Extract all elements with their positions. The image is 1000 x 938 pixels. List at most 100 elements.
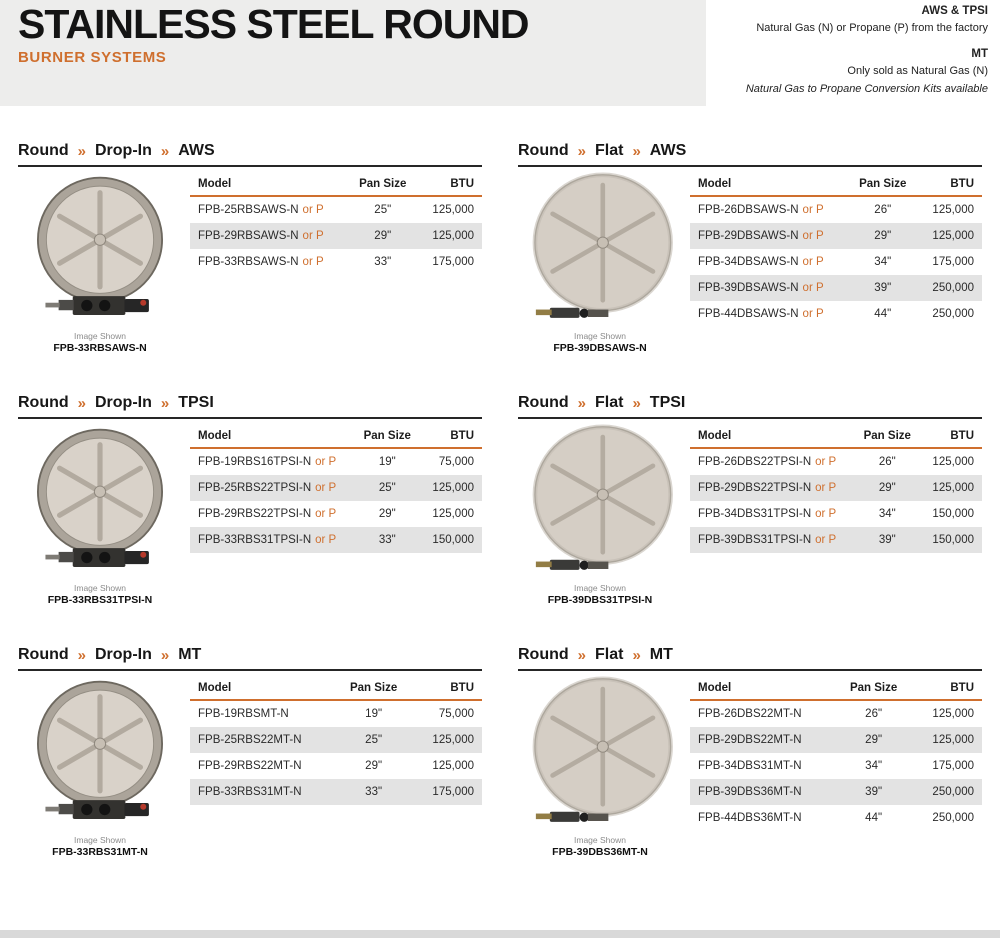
or-p-suffix: or P [802, 256, 824, 268]
section-body: Image Shown FPB-33RBS31TPSI-N Model Pan … [18, 424, 482, 606]
spec-row: FPB-39DBSAWS-N or P 39" 250,000 [690, 275, 982, 301]
spec-row: FPB-19RBSMT-N 19" 75,000 [190, 700, 482, 727]
breadcrumb-chevron-icon: » [160, 646, 170, 664]
or-p-suffix: or P [815, 482, 837, 494]
btu-cell: 250,000 [932, 308, 974, 320]
btu-cell: 150,000 [432, 534, 474, 546]
spec-row: FPB-29DBS22MT-N 29" 125,000 [690, 727, 982, 753]
spec-row: FPB-29RBS22TPSI-N or P 29" 125,000 [190, 501, 482, 527]
btu-cell: 125,000 [432, 204, 474, 216]
btu-cell: 125,000 [432, 734, 474, 746]
spec-table-wrap: Model Pan Size BTU FPB-25RBSAWS-N or P 25"… [190, 172, 482, 275]
column-header-btu: BTU [420, 424, 482, 449]
spec-table: Model Pan Size BTU FPB-26DBS22MT-N 26" 125… [690, 676, 982, 831]
sections-grid: Round » Drop-In » AWS Image Shown FPB-33RBSA… [0, 142, 1000, 858]
breadcrumb-chevron-icon: » [577, 646, 586, 664]
spec-table-wrap: Model Pan Size BTU FPB-26DBS22MT-N 26" 125… [690, 676, 982, 831]
pan-size-cell: 29" [878, 482, 896, 494]
or-p-suffix: or P [815, 508, 837, 520]
model-number: FPB-29RBSAWS-N [198, 230, 299, 242]
column-header-model: Model [690, 172, 848, 197]
image-caption: Image Shown FPB-33RBSAWS-N [18, 331, 182, 354]
breadcrumb-item: TPSI [649, 394, 686, 411]
model-number: FPB-29RBS22TPSI-N [198, 508, 312, 520]
spec-row: FPB-29RBS22MT-N 29" 125,000 [190, 753, 482, 779]
spec-row: FPB-25RBS22TPSI-N or P 25" 125,000 [190, 475, 482, 501]
spec-row: FPB-26DBS22MT-N 26" 125,000 [690, 700, 982, 727]
page-title: STAINLESS STEEL ROUND [18, 1, 530, 47]
model-cell: FPB-25RBS22TPSI-N or P [190, 475, 354, 501]
model-number: FPB-33RBS31MT-N [198, 786, 302, 798]
model-cell: FPB-19RBSMT-N [190, 700, 335, 727]
or-p-suffix: or P [802, 282, 824, 294]
btu-cell: 125,000 [932, 230, 974, 242]
pan-size-cell: 33" [374, 256, 392, 268]
image-caption: Image Shown FPB-33RBS31MT-N [18, 835, 182, 858]
model-number: FPB-26DBS22TPSI-N [698, 456, 812, 468]
model-number: FPB-33RBSAWS-N [198, 256, 299, 268]
drop-in-burner-image [18, 676, 182, 834]
breadcrumb-item: Round [18, 142, 69, 159]
breadcrumb: Round » Drop-In » TPSI [18, 394, 482, 419]
column-header-model: Model [690, 676, 836, 701]
product-section: Round » Drop-In » MT Image Shown FPB-33RBS31… [18, 646, 482, 858]
model-cell: FPB-25RBSAWS-N or P [190, 196, 348, 223]
model-number: FPB-19RBSMT-N [198, 708, 289, 720]
model-cell: FPB-39DBS36MT-N [690, 779, 835, 805]
breadcrumb-item: Round [18, 394, 69, 411]
or-p-suffix: or P [315, 508, 337, 520]
model-number: FPB-29DBS22TPSI-N [698, 482, 812, 494]
model-number: FPB-39DBS36MT-N [698, 786, 802, 798]
pan-size-cell: 29" [374, 230, 392, 242]
model-number: FPB-26DBS22MT-N [698, 708, 802, 720]
image-shown-model: FPB-33RBS31MT-N [52, 846, 148, 858]
breadcrumb-item: Flat [595, 394, 624, 411]
model-number: FPB-25RBS22MT-N [198, 734, 302, 746]
breadcrumb: Round » Flat » AWS [518, 142, 982, 167]
column-header-pan-size: Pan Size [847, 172, 918, 197]
breadcrumb-item: Round [518, 142, 569, 159]
pan-size-cell: 44" [865, 812, 883, 824]
or-p-suffix: or P [302, 230, 324, 242]
btu-cell: 125,000 [432, 230, 474, 242]
btu-cell: 75,000 [438, 708, 474, 720]
spec-row: FPB-44DBSAWS-N or P 44" 250,000 [690, 301, 982, 327]
spec-header-row: Model Pan Size BTU [190, 172, 482, 197]
or-p-suffix: or P [802, 204, 824, 216]
product-section: Round » Flat » MT Image Shown FPB-39DBS36MT-… [518, 646, 982, 858]
image-shown-model: FPB-39DBS36MT-N [552, 846, 648, 858]
model-number: FPB-25RBSAWS-N [198, 204, 299, 216]
pan-size-cell: 19" [378, 456, 396, 468]
breadcrumb-chevron-icon: » [632, 142, 641, 160]
breadcrumb-item: Drop-In [95, 646, 152, 663]
or-p-suffix: or P [815, 456, 837, 468]
title-block: STAINLESS STEEL ROUND BURNER SYSTEMS [18, 1, 530, 66]
spec-row: FPB-29DBS22TPSI-N or P 29" 125,000 [690, 475, 982, 501]
breadcrumb: Round » Drop-In » MT [18, 646, 482, 671]
flat-burner-image [518, 424, 682, 582]
model-cell: FPB-34DBSAWS-N or P [690, 249, 848, 275]
model-number: FPB-39DBSAWS-N [698, 282, 799, 294]
pan-size-cell: 25" [365, 734, 383, 746]
drop-in-burner-image [18, 424, 182, 582]
breadcrumb: Round » Flat » TPSI [518, 394, 982, 419]
btu-cell: 125,000 [932, 482, 974, 494]
image-shown-label: Image Shown [574, 331, 626, 341]
column-header-pan-size: Pan Size [335, 676, 413, 701]
image-shown-label: Image Shown [574, 835, 626, 845]
section-body: Image Shown FPB-33RBSAWS-N Model Pan Siz… [18, 172, 482, 354]
model-number: FPB-29DBS22MT-N [698, 734, 802, 746]
column-header-btu: BTU [920, 424, 982, 449]
btu-cell: 175,000 [932, 760, 974, 772]
btu-cell: 250,000 [932, 812, 974, 824]
column-header-btu: BTU [917, 172, 982, 197]
model-cell: FPB-39DBS31TPSI-N or P [690, 527, 854, 553]
model-cell: FPB-26DBSAWS-N or P [690, 196, 848, 223]
or-p-suffix: or P [802, 230, 824, 242]
spec-row: FPB-26DBSAWS-N or P 26" 125,000 [690, 196, 982, 223]
pan-size-cell: 29" [874, 230, 892, 242]
breadcrumb-item: Round [518, 646, 569, 663]
column-header-pan-size: Pan Size [347, 172, 418, 197]
pan-size-cell: 34" [865, 760, 883, 772]
column-header-pan-size: Pan Size [835, 676, 913, 701]
